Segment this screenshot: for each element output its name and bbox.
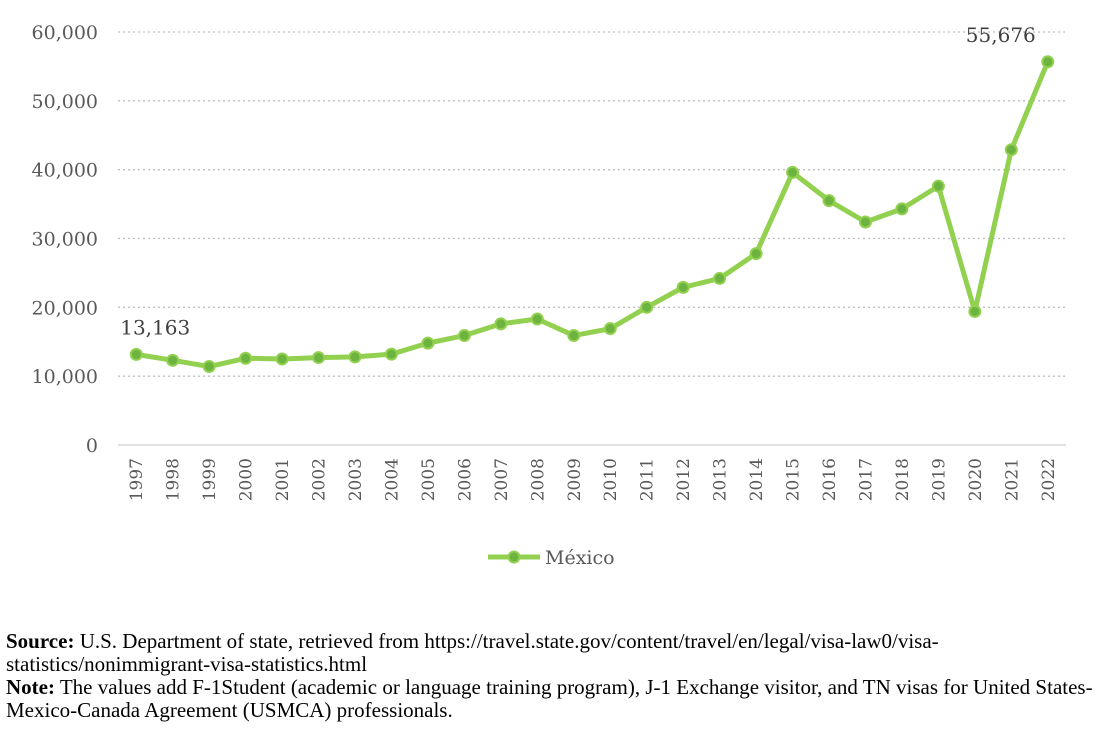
data-labels: 13,163 55,676 [120,23,1036,340]
data-point [384,347,398,361]
data-point [676,280,690,294]
source-text: U.S. Department of state, retrieved from… [6,629,939,676]
data-point [640,300,654,314]
x-tick-label: 2015 [784,458,804,501]
x-tick-label: 2001 [273,458,293,501]
y-tick-label: 20,000 [32,297,98,319]
data-point [494,317,508,331]
x-tick-label: 2020 [966,458,986,501]
data-point [312,351,326,365]
x-tick-label: 2004 [382,458,402,501]
data-point [202,360,216,374]
note-line: Note: The values add F-1Student (academi… [6,676,1110,722]
legend: México [488,547,615,569]
data-point [822,194,836,208]
y-tick-label: 0 [86,435,98,457]
data-point [239,351,253,365]
source-line: Source: U.S. Department of state, retrie… [6,630,1110,676]
note-label: Note: [6,675,55,699]
x-tick-label: 2022 [1039,458,1059,501]
data-point [786,165,800,179]
x-tick-label: 2010 [601,458,621,501]
data-point [931,179,945,193]
data-point [1041,55,1055,69]
y-axis: 0 10,000 20,000 30,000 40,000 50,000 60,000 [32,22,98,457]
x-tick-label: 2007 [492,458,512,501]
x-tick-label: 2014 [747,458,767,501]
data-point [749,247,763,261]
data-label: 13,163 [120,315,190,339]
x-tick-label: 1999 [200,458,220,501]
source-label: Source: [6,629,75,653]
x-tick-label: 2018 [893,458,913,501]
data-label: 55,676 [966,23,1036,47]
data-point [968,304,982,318]
data-point [348,350,362,364]
gridlines [118,31,1066,377]
data-point [530,312,544,326]
x-tick-label: 2019 [929,458,949,501]
x-tick-label: 2016 [820,458,840,501]
x-tick-label: 1998 [164,458,184,501]
data-point [421,336,435,350]
x-tick-label: 2011 [638,458,658,501]
series-mexico [129,55,1055,374]
x-tick-label: 2009 [565,458,585,501]
legend-label: México [545,547,615,569]
x-tick-label: 2017 [856,458,876,501]
note-text: The values add F-1Student (academic or l… [6,675,1093,722]
legend-swatch-marker [507,550,521,564]
y-tick-label: 40,000 [32,160,98,182]
x-tick-label: 2002 [310,458,330,501]
x-tick-label: 2012 [674,458,694,501]
y-tick-label: 10,000 [32,366,98,388]
figure-caption: Source: U.S. Department of state, retrie… [6,630,1110,722]
x-tick-label: 1997 [127,458,147,501]
data-point [895,202,909,216]
x-tick-label: 2005 [419,458,439,501]
line-chart: 0 10,000 20,000 30,000 40,000 50,000 60,000 19… [32,22,1066,569]
data-point [129,347,143,361]
x-tick-label: 2013 [711,458,731,501]
x-tick-label: 2008 [528,458,548,501]
y-tick-label: 50,000 [32,91,98,113]
x-tick-label: 2003 [346,458,366,501]
y-tick-label: 60,000 [32,22,98,44]
y-tick-label: 30,000 [32,229,98,251]
series-line [133,59,1051,370]
data-point [275,352,289,366]
x-tick-label: 2021 [1002,458,1022,501]
data-point [603,322,617,336]
data-point [713,271,727,285]
data-point [166,353,180,367]
x-axis: 1997 1998 1999 2000 2001 2002 2003 2004 2005 2006… [118,444,1066,501]
data-point [1004,143,1018,157]
data-point [457,329,471,343]
data-point [858,215,872,229]
x-tick-label: 2000 [237,458,257,501]
x-tick-label: 2006 [455,458,475,501]
data-point [567,329,581,343]
